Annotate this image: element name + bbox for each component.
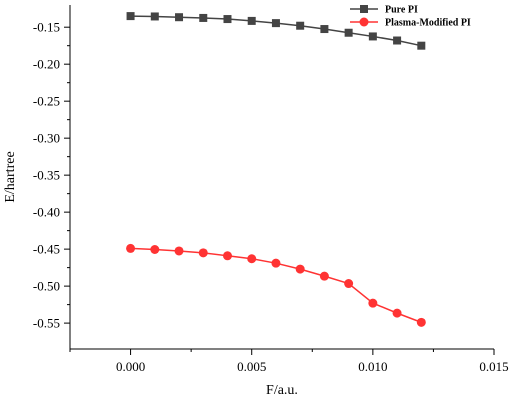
x-tick-label: 0.015 (479, 359, 508, 374)
y-tick-label: -0.45 (33, 242, 60, 257)
data-point (223, 15, 232, 24)
data-point (392, 308, 402, 318)
data-point (126, 12, 135, 21)
data-point (198, 248, 208, 258)
y-tick-label: -0.30 (33, 131, 60, 146)
y-tick-label: -0.50 (33, 279, 60, 294)
data-point (417, 41, 426, 50)
data-point (150, 12, 159, 21)
x-tick-label: 0.005 (237, 359, 266, 374)
legend-marker (359, 17, 369, 27)
data-point (319, 271, 329, 281)
data-point (247, 254, 257, 264)
data-point (174, 246, 184, 256)
axes: 0.000 0.005 0.010 0.015 -0.15 -0.20 -0.25 -0.30… (33, 5, 509, 374)
y-tick-label: -0.35 (33, 168, 60, 183)
data-point (150, 244, 160, 254)
data-point (393, 36, 402, 45)
series-layer (126, 12, 426, 327)
data-point (368, 32, 377, 41)
y-tick-label: -0.25 (33, 94, 60, 109)
y-tick-label: -0.40 (33, 205, 60, 220)
series-1 (126, 12, 426, 50)
data-point (271, 19, 280, 28)
y-axis-title: E/hartree (3, 151, 18, 202)
y-tick-label: -0.20 (33, 57, 60, 72)
y-tick-label: -0.55 (33, 316, 60, 331)
x-tick-label: 0.010 (358, 359, 387, 374)
data-point (344, 279, 354, 289)
data-point (247, 16, 256, 25)
data-point (295, 264, 305, 274)
data-point (199, 13, 208, 22)
data-point (271, 258, 281, 268)
data-point (416, 317, 426, 327)
data-point (222, 251, 232, 261)
data-point (368, 298, 378, 308)
y-tick-label: -0.15 (33, 20, 60, 35)
data-point (175, 13, 184, 22)
data-point (344, 28, 353, 37)
legend: Pure PI Plasma-Modified PI (350, 5, 471, 29)
legend-marker (360, 5, 368, 13)
series-2 (126, 243, 426, 327)
legend-label: Pure PI (385, 5, 418, 16)
legend-label: Plasma-Modified PI (385, 18, 471, 29)
x-tick-label: 0.000 (116, 359, 145, 374)
data-point (296, 21, 305, 30)
data-point (320, 25, 329, 34)
x-axis-title: F/a.u. (266, 383, 298, 398)
data-point (126, 243, 136, 253)
